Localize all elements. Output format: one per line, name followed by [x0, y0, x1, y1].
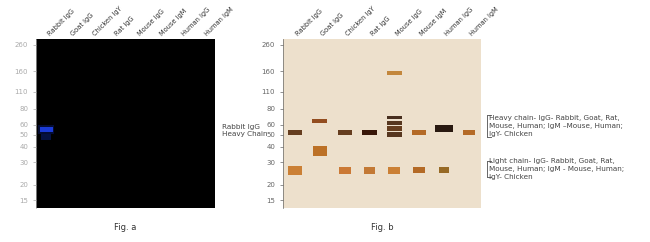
Bar: [313, 119, 328, 123]
Text: Mouse IgM: Mouse IgM: [419, 8, 448, 37]
Bar: [339, 167, 351, 174]
Bar: [362, 130, 377, 135]
Bar: [388, 167, 400, 174]
Text: Rabbit IgG
Heavy Chain: Rabbit IgG Heavy Chain: [222, 124, 268, 137]
Text: Goat IgG: Goat IgG: [320, 12, 345, 37]
Text: Fig. a: Fig. a: [114, 223, 136, 232]
Text: Human IgM: Human IgM: [469, 6, 500, 37]
Bar: [412, 130, 426, 135]
Bar: [41, 134, 51, 140]
Text: Human IgG: Human IgG: [181, 7, 211, 37]
Text: Human IgG: Human IgG: [444, 7, 474, 37]
Text: Chicken IgY: Chicken IgY: [344, 5, 376, 37]
Bar: [289, 130, 302, 135]
Text: Chicken IgY: Chicken IgY: [92, 5, 124, 37]
Bar: [463, 130, 474, 135]
Bar: [289, 166, 302, 174]
Text: Mouse IgM: Mouse IgM: [159, 8, 188, 37]
Bar: [313, 146, 327, 156]
Bar: [40, 127, 53, 132]
Bar: [38, 125, 53, 134]
Bar: [439, 167, 448, 174]
Text: Goat IgG: Goat IgG: [70, 12, 94, 37]
Text: Rabbit IgG: Rabbit IgG: [295, 8, 324, 37]
Text: Rat IgG: Rat IgG: [369, 15, 391, 37]
Text: Mouse IgG: Mouse IgG: [136, 8, 165, 37]
Text: Mouse IgG: Mouse IgG: [395, 8, 423, 37]
Text: Light chain- IgG- Rabbit, Goat, Rat,
Mouse, Human; IgM - Mouse, Human;
IgY- Chic: Light chain- IgG- Rabbit, Goat, Rat, Mou…: [489, 158, 624, 180]
Text: Human IgM: Human IgM: [203, 6, 234, 37]
Text: Fig. b: Fig. b: [370, 223, 393, 232]
Text: Heavy chain- IgG- Rabbit, Goat, Rat,
Mouse, Human; IgM –Mouse, Human;
IgY- Chick: Heavy chain- IgG- Rabbit, Goat, Rat, Mou…: [489, 115, 623, 137]
Bar: [387, 121, 402, 125]
Bar: [387, 126, 402, 131]
Text: Rabbit IgG: Rabbit IgG: [47, 8, 76, 37]
Bar: [387, 132, 402, 137]
Text: Rat IgG: Rat IgG: [114, 15, 136, 37]
Bar: [364, 167, 375, 174]
Bar: [387, 116, 402, 120]
Bar: [435, 125, 452, 132]
Bar: [387, 71, 402, 75]
Bar: [362, 130, 377, 135]
Bar: [413, 167, 424, 174]
Bar: [338, 130, 352, 135]
